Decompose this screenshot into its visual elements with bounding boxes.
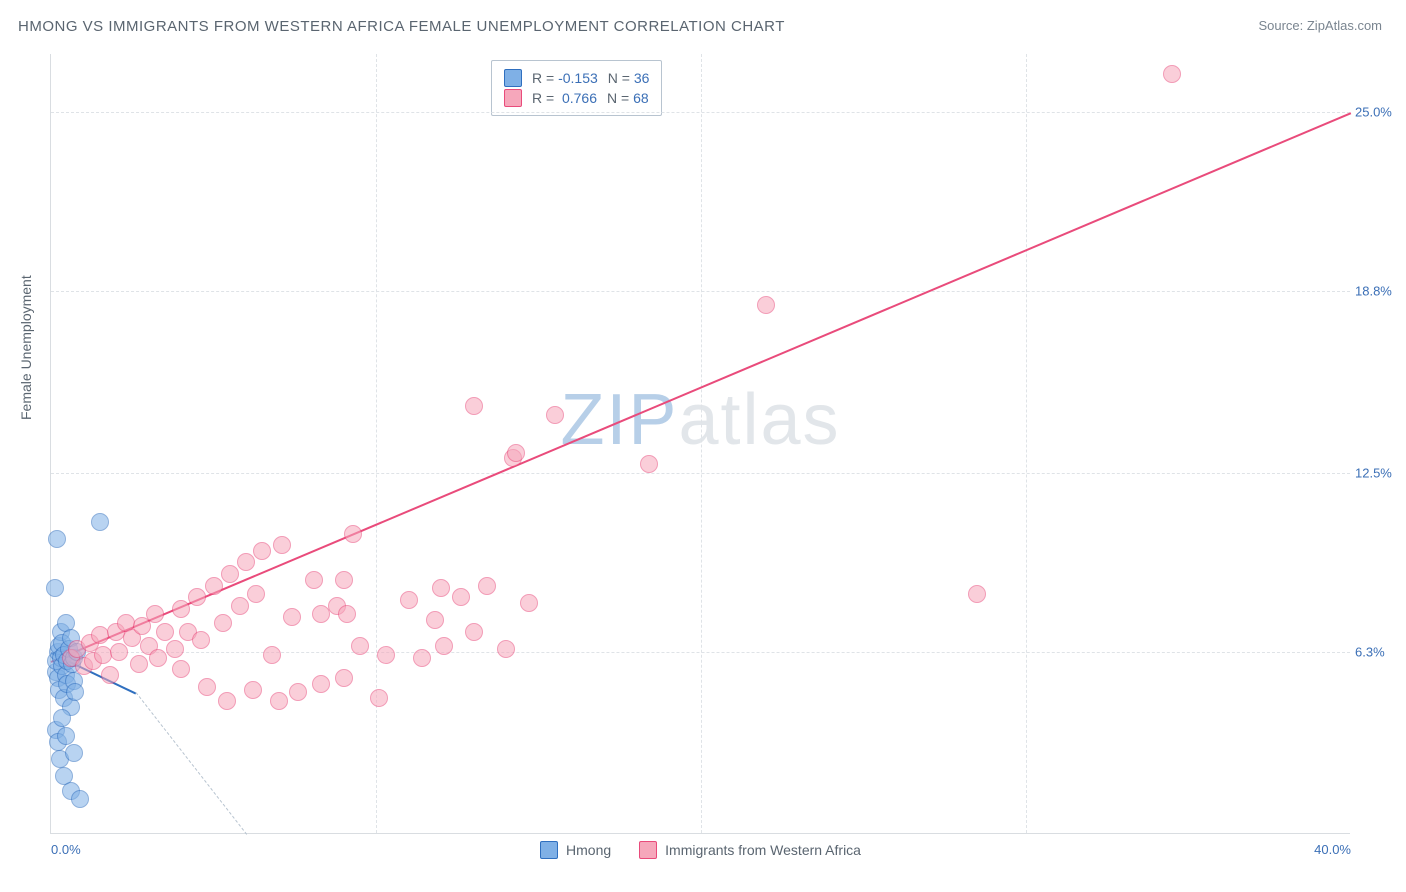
source-label: Source: ZipAtlas.com [1258, 18, 1382, 33]
legend-label-hmong: Hmong [566, 842, 611, 858]
legend-item-hmong: Hmong [540, 841, 611, 859]
y-tick-label: 25.0% [1355, 104, 1400, 119]
scatter-point [53, 709, 71, 727]
y-tick-label: 18.8% [1355, 283, 1400, 298]
scatter-point [335, 669, 353, 687]
scatter-point [400, 591, 418, 609]
trend-line [135, 693, 246, 835]
scatter-point [413, 649, 431, 667]
scatter-point [188, 588, 206, 606]
scatter-point [214, 614, 232, 632]
scatter-point [263, 646, 281, 664]
scatter-point [101, 666, 119, 684]
scatter-point [426, 611, 444, 629]
n-label-1: N = 68 [607, 90, 649, 106]
plot-area: ZIPatlas R = -0.153 N = 36 R = 0.766 N =… [50, 54, 1350, 834]
scatter-point [192, 631, 210, 649]
scatter-point [57, 727, 75, 745]
scatter-point [172, 660, 190, 678]
scatter-point [65, 744, 83, 762]
scatter-point [198, 678, 216, 696]
scatter-point [465, 623, 483, 641]
scatter-point [91, 513, 109, 531]
scatter-point [370, 689, 388, 707]
legend-swatch-hmong [540, 841, 558, 859]
scatter-point [757, 296, 775, 314]
scatter-point [305, 571, 323, 589]
correlation-legend: R = -0.153 N = 36 R = 0.766 N = 68 [491, 60, 662, 116]
scatter-point [520, 594, 538, 612]
scatter-point [338, 605, 356, 623]
scatter-point [46, 579, 64, 597]
scatter-point [221, 565, 239, 583]
x-tick-label: 40.0% [1314, 842, 1351, 857]
scatter-point [1163, 65, 1181, 83]
scatter-point [968, 585, 986, 603]
scatter-point [48, 530, 66, 548]
scatter-point [244, 681, 262, 699]
scatter-point [94, 646, 112, 664]
scatter-point [351, 637, 369, 655]
gridline-v [701, 54, 702, 833]
scatter-point [546, 406, 564, 424]
scatter-point [497, 640, 515, 658]
scatter-point [247, 585, 265, 603]
scatter-point [237, 553, 255, 571]
watermark-atlas: atlas [678, 380, 840, 460]
scatter-point [110, 643, 128, 661]
scatter-point [149, 649, 167, 667]
scatter-point [146, 605, 164, 623]
swatch-hmong [504, 69, 522, 87]
scatter-point [218, 692, 236, 710]
legend-label-wafrica: Immigrants from Western Africa [665, 842, 861, 858]
scatter-point [312, 605, 330, 623]
scatter-point [130, 655, 148, 673]
scatter-point [478, 577, 496, 595]
scatter-point [435, 637, 453, 655]
legend-swatch-wafrica [639, 841, 657, 859]
scatter-point [432, 579, 450, 597]
y-tick-label: 6.3% [1355, 645, 1400, 660]
scatter-point [312, 675, 330, 693]
scatter-point [205, 577, 223, 595]
x-tick-label: 0.0% [51, 842, 81, 857]
scatter-point [172, 600, 190, 618]
scatter-point [231, 597, 249, 615]
scatter-point [283, 608, 301, 626]
legend-row-wafrica: R = 0.766 N = 68 [504, 89, 649, 107]
gridline-v [376, 54, 377, 833]
y-tick-label: 12.5% [1355, 465, 1400, 480]
scatter-point [253, 542, 271, 560]
r-label-1: R = 0.766 [532, 90, 597, 106]
scatter-point [344, 525, 362, 543]
scatter-point [465, 397, 483, 415]
scatter-point [156, 623, 174, 641]
scatter-point [289, 683, 307, 701]
scatter-point [640, 455, 658, 473]
scatter-point [507, 444, 525, 462]
scatter-point [270, 692, 288, 710]
chart-title: HMONG VS IMMIGRANTS FROM WESTERN AFRICA … [18, 18, 785, 35]
legend-row-hmong: R = -0.153 N = 36 [504, 69, 649, 87]
scatter-point [66, 683, 84, 701]
scatter-point [91, 626, 109, 644]
legend-item-wafrica: Immigrants from Western Africa [639, 841, 861, 859]
scatter-point [452, 588, 470, 606]
r-label-0: R = -0.153 [532, 70, 598, 86]
scatter-point [335, 571, 353, 589]
gridline-v [1026, 54, 1027, 833]
y-axis-label: Female Unemployment [18, 275, 34, 420]
scatter-point [377, 646, 395, 664]
swatch-wafrica [504, 89, 522, 107]
series-legend: Hmong Immigrants from Western Africa [51, 841, 1350, 859]
n-label-0: N = 36 [608, 70, 650, 86]
scatter-point [166, 640, 184, 658]
scatter-point [71, 790, 89, 808]
scatter-point [273, 536, 291, 554]
